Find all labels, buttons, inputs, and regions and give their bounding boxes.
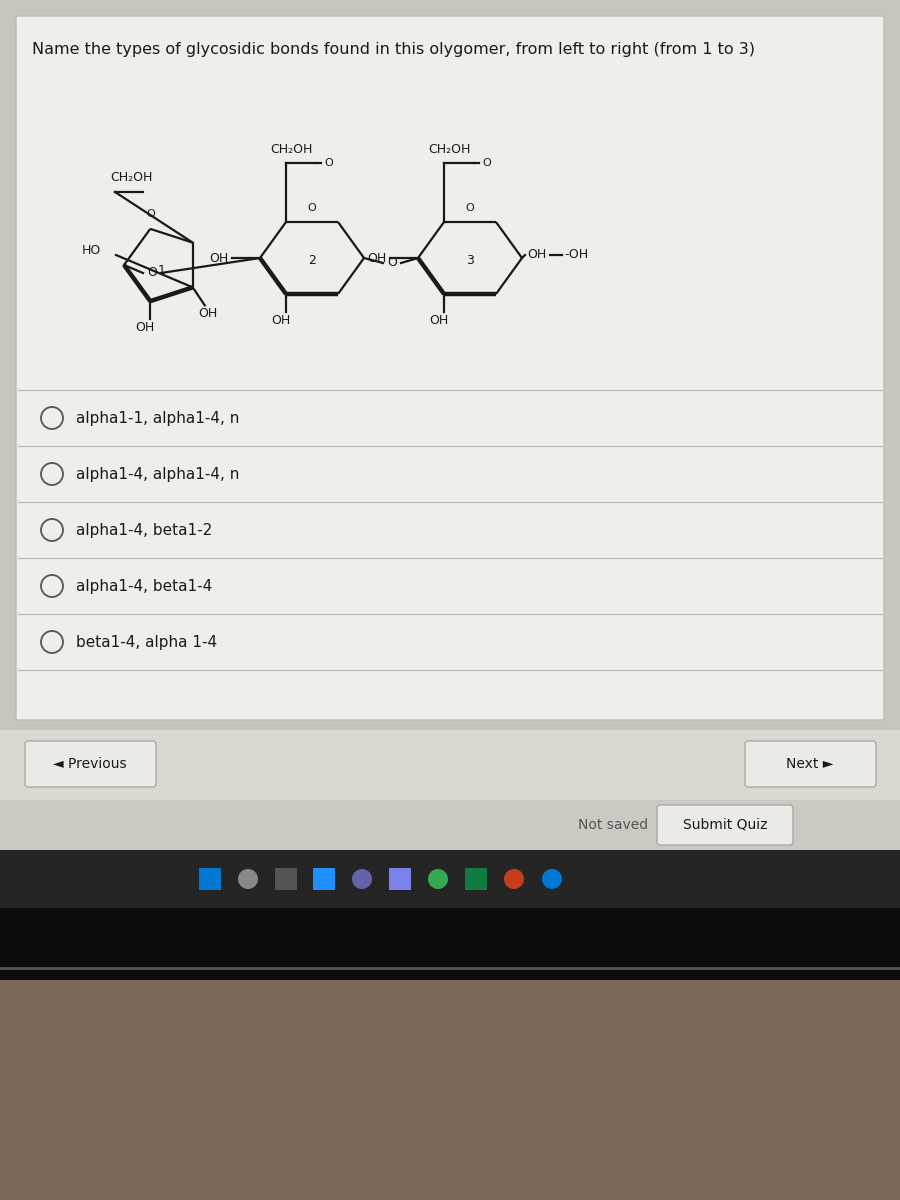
FancyBboxPatch shape xyxy=(313,868,335,890)
FancyBboxPatch shape xyxy=(0,850,900,908)
Text: 1: 1 xyxy=(158,264,166,276)
Text: -OH: -OH xyxy=(564,248,588,262)
FancyBboxPatch shape xyxy=(465,868,487,890)
Text: 2: 2 xyxy=(308,253,316,266)
Circle shape xyxy=(428,869,448,889)
Text: Not saved: Not saved xyxy=(578,818,648,832)
FancyBboxPatch shape xyxy=(0,800,900,850)
Text: alpha1-1, alpha1-4, n: alpha1-1, alpha1-4, n xyxy=(76,410,239,426)
Text: OH: OH xyxy=(198,307,218,320)
FancyBboxPatch shape xyxy=(0,980,900,1200)
Circle shape xyxy=(352,869,372,889)
Text: O: O xyxy=(146,209,155,218)
Text: O: O xyxy=(465,203,474,214)
FancyBboxPatch shape xyxy=(0,730,900,800)
Text: beta1-4, alpha 1-4: beta1-4, alpha 1-4 xyxy=(76,635,217,649)
Text: OH: OH xyxy=(136,322,155,334)
Text: ◄ Previous: ◄ Previous xyxy=(53,757,127,770)
Text: O: O xyxy=(308,203,317,214)
Text: OH: OH xyxy=(367,252,386,264)
FancyBboxPatch shape xyxy=(25,740,156,787)
Text: Submit Quiz: Submit Quiz xyxy=(683,818,767,832)
FancyBboxPatch shape xyxy=(16,16,884,720)
Circle shape xyxy=(504,869,524,889)
FancyBboxPatch shape xyxy=(275,868,297,890)
Text: Next ►: Next ► xyxy=(787,757,833,770)
Text: OH: OH xyxy=(527,248,546,262)
Text: OH: OH xyxy=(272,314,291,326)
Circle shape xyxy=(238,869,258,889)
Text: O: O xyxy=(482,158,491,168)
FancyBboxPatch shape xyxy=(389,868,411,890)
Text: alpha1-4, alpha1-4, n: alpha1-4, alpha1-4, n xyxy=(76,467,239,481)
Text: alpha1-4, beta1-4: alpha1-4, beta1-4 xyxy=(76,578,212,594)
FancyBboxPatch shape xyxy=(0,908,900,1200)
Text: OH: OH xyxy=(429,314,448,326)
Text: O: O xyxy=(147,266,157,280)
FancyBboxPatch shape xyxy=(657,805,793,845)
Text: CH₂OH: CH₂OH xyxy=(428,143,471,156)
FancyBboxPatch shape xyxy=(745,740,876,787)
Text: O: O xyxy=(387,257,397,270)
Circle shape xyxy=(542,869,562,889)
Text: O: O xyxy=(324,158,333,168)
Text: OH: OH xyxy=(209,252,228,264)
Text: 3: 3 xyxy=(466,253,474,266)
Text: CH₂OH: CH₂OH xyxy=(110,170,152,184)
Text: HO: HO xyxy=(82,244,101,257)
Text: CH₂OH: CH₂OH xyxy=(270,143,312,156)
FancyBboxPatch shape xyxy=(199,868,221,890)
Text: Name the types of glycosidic bonds found in this olygomer, from left to right (f: Name the types of glycosidic bonds found… xyxy=(32,42,755,56)
Text: alpha1-4, beta1-2: alpha1-4, beta1-2 xyxy=(76,522,212,538)
